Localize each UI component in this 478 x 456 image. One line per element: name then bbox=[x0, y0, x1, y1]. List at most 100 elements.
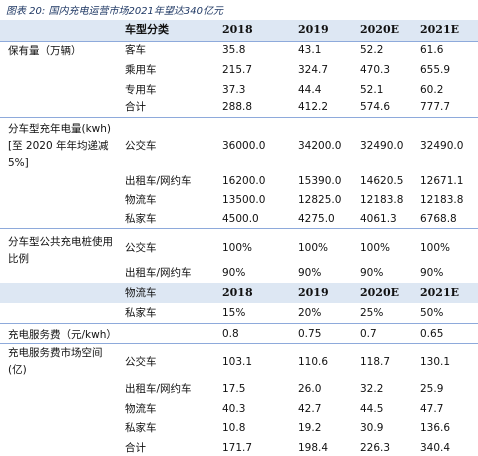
value-cell: 100% bbox=[222, 242, 253, 254]
value-cell: 171.7 bbox=[222, 442, 253, 454]
value-cell: 32490.0 bbox=[420, 140, 464, 152]
vehicle-type: 出租车/网约车 bbox=[125, 175, 192, 187]
value-cell: 136.6 bbox=[420, 422, 451, 434]
value-cell: 0.75 bbox=[298, 328, 322, 340]
value-cell: 4500.0 bbox=[222, 213, 259, 225]
vehicle-type: 出租车/网约车 bbox=[125, 267, 192, 279]
vehicle-type: 专用车 bbox=[125, 84, 157, 96]
vehicle-type: 物流车 bbox=[125, 403, 157, 415]
value-cell: 470.3 bbox=[360, 64, 391, 76]
value-cell: 35.8 bbox=[222, 44, 246, 56]
vehicle-type: 乘用车 bbox=[125, 64, 157, 76]
value-cell: 340.4 bbox=[420, 442, 451, 454]
vehicle-type: 公交车 bbox=[125, 356, 157, 368]
vehicle-type: 私家车 bbox=[125, 307, 157, 319]
value-cell: 655.9 bbox=[420, 64, 451, 76]
value-cell: 4061.3 bbox=[360, 213, 397, 225]
value-cell: 574.6 bbox=[360, 101, 391, 113]
value-cell: 324.7 bbox=[298, 64, 329, 76]
value-cell: 0.65 bbox=[420, 328, 444, 340]
group-label: 分车型公共充电桩使用比例 bbox=[8, 236, 113, 265]
separator bbox=[0, 323, 478, 324]
header-cell: 2019 bbox=[298, 23, 329, 36]
value-cell: 198.4 bbox=[298, 442, 329, 454]
value-cell: 2020E bbox=[360, 286, 399, 299]
vehicle-type: 公交车 bbox=[125, 242, 157, 254]
value-cell: 44.5 bbox=[360, 403, 384, 415]
vehicle-type: 私家车 bbox=[125, 213, 157, 225]
value-cell: 42.7 bbox=[298, 403, 322, 415]
value-cell: 2021E bbox=[420, 286, 459, 299]
value-cell: 19.2 bbox=[298, 422, 322, 434]
value-cell: 110.6 bbox=[298, 356, 329, 368]
value-cell: 288.8 bbox=[222, 101, 253, 113]
separator bbox=[0, 117, 478, 118]
vehicle-type: 合计 bbox=[125, 101, 146, 113]
value-cell: 90% bbox=[298, 267, 322, 279]
value-cell: 17.5 bbox=[222, 383, 246, 395]
value-cell: 60.2 bbox=[420, 84, 444, 96]
value-cell: 90% bbox=[420, 267, 444, 279]
value-cell: 30.9 bbox=[360, 422, 384, 434]
value-cell: 12183.8 bbox=[420, 194, 464, 206]
value-cell: 37.3 bbox=[222, 84, 246, 96]
separator bbox=[0, 41, 478, 42]
vehicle-type: 合计 bbox=[125, 442, 146, 454]
value-cell: 34200.0 bbox=[298, 140, 342, 152]
value-cell: 16200.0 bbox=[222, 175, 266, 187]
value-cell: 226.3 bbox=[360, 442, 391, 454]
value-cell: 100% bbox=[420, 242, 451, 254]
group-label: 充电服务费（元/kwh） bbox=[8, 329, 117, 341]
vehicle-type: 物流车 bbox=[125, 194, 157, 206]
value-cell: 4275.0 bbox=[298, 213, 335, 225]
group-label: 保有量（万辆） bbox=[8, 45, 82, 57]
value-cell: 2018 bbox=[222, 286, 253, 299]
header-cell: 2018 bbox=[222, 23, 253, 36]
group-label: 充电服务费市场空间(亿) bbox=[8, 347, 103, 376]
value-cell: 14620.5 bbox=[360, 175, 404, 187]
value-cell: 12183.8 bbox=[360, 194, 404, 206]
value-cell: 20% bbox=[298, 307, 322, 319]
value-cell: 90% bbox=[222, 267, 246, 279]
vehicle-type: 出租车/网约车 bbox=[125, 383, 192, 395]
header-cell: 2021E bbox=[420, 23, 459, 36]
separator bbox=[0, 343, 478, 344]
vehicle-type: 私家车 bbox=[125, 422, 157, 434]
value-cell: 44.4 bbox=[298, 84, 322, 96]
value-cell: 40.3 bbox=[222, 403, 246, 415]
value-cell: 25.9 bbox=[420, 383, 444, 395]
value-cell: 26.0 bbox=[298, 383, 322, 395]
value-cell: 0.7 bbox=[360, 328, 377, 340]
value-cell: 13500.0 bbox=[222, 194, 266, 206]
value-cell: 130.1 bbox=[420, 356, 451, 368]
value-cell: 0.8 bbox=[222, 328, 239, 340]
value-cell: 50% bbox=[420, 307, 444, 319]
value-cell: 52.1 bbox=[360, 84, 384, 96]
vehicle-type: 公交车 bbox=[125, 140, 157, 152]
value-cell: 100% bbox=[298, 242, 329, 254]
value-cell: 90% bbox=[360, 267, 384, 279]
value-cell: 12671.1 bbox=[420, 175, 464, 187]
value-cell: 47.7 bbox=[420, 403, 444, 415]
value-cell: 25% bbox=[360, 307, 384, 319]
value-cell: 10.8 bbox=[222, 422, 246, 434]
value-cell: 100% bbox=[360, 242, 391, 254]
value-cell: 15% bbox=[222, 307, 246, 319]
header-cell: 车型分类 bbox=[125, 23, 169, 36]
value-cell: 118.7 bbox=[360, 356, 391, 368]
value-cell: 6768.8 bbox=[420, 213, 457, 225]
value-cell: 777.7 bbox=[420, 101, 451, 113]
value-cell: 2019 bbox=[298, 286, 329, 299]
vehicle-type: 物流车 bbox=[125, 287, 157, 299]
figure-title: 图表 20: 国内充电运营市场2021年望达340亿元 bbox=[6, 6, 223, 17]
row-background bbox=[0, 283, 478, 303]
value-cell: 412.2 bbox=[298, 101, 329, 113]
header-cell: 2020E bbox=[360, 23, 399, 36]
value-cell: 103.1 bbox=[222, 356, 253, 368]
value-cell: 52.2 bbox=[360, 44, 384, 56]
value-cell: 36000.0 bbox=[222, 140, 266, 152]
value-cell: 32490.0 bbox=[360, 140, 404, 152]
vehicle-type: 客车 bbox=[125, 44, 146, 56]
group-label: 分车型充年电量(kwh)[至 2020 年年均递减5%] bbox=[8, 123, 112, 169]
